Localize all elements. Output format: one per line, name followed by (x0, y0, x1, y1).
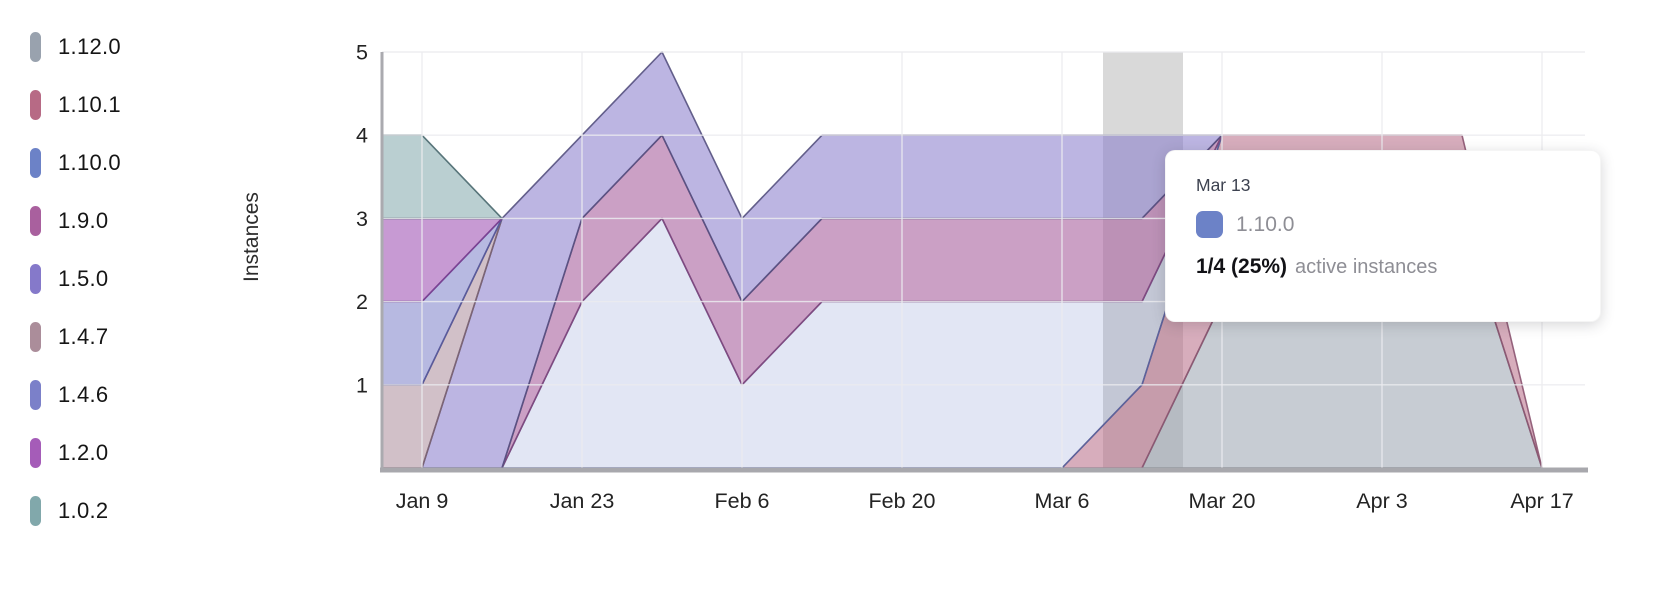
x-tick-label: Apr 3 (1356, 489, 1407, 513)
legend-swatch-icon (30, 206, 41, 236)
legend-item-label: 1.10.0 (58, 150, 121, 175)
x-tick-label: Feb 6 (715, 489, 770, 513)
x-tick-label: Apr 17 (1510, 489, 1573, 513)
legend-item-1.9.0[interactable]: 1.9.0 (30, 192, 121, 250)
legend-swatch-icon (30, 90, 41, 120)
y-tick-label: 4 (356, 124, 368, 148)
legend-item-1.10.0[interactable]: 1.10.0 (30, 134, 121, 192)
series-swatch-icon (1196, 211, 1223, 238)
legend-swatch-icon (30, 380, 41, 410)
legend-item-label: 1.12.0 (58, 34, 121, 59)
legend: 1.12.0 1.10.1 1.10.0 1.9.0 1.5.0 1.4.7 1.4.6 1.… (30, 18, 121, 540)
tooltip-series-row: 1.10.0 (1196, 211, 1570, 238)
legend-item-1.4.6[interactable]: 1.4.6 (30, 366, 121, 424)
legend-item-label: 1.4.7 (58, 324, 109, 349)
tooltip-date: Mar 13 (1196, 175, 1251, 195)
y-tick-label: 3 (356, 207, 368, 231)
x-tick-label: Jan 9 (396, 489, 449, 513)
legend-item-1.5.0[interactable]: 1.5.0 (30, 250, 121, 308)
tooltip: Mar 13 1.10.0 1/4 (25%) active instances (1165, 150, 1601, 322)
y-tick-label: 1 (356, 373, 368, 397)
legend-item-1.4.7[interactable]: 1.4.7 (30, 308, 121, 366)
legend-item-1.10.1[interactable]: 1.10.1 (30, 76, 121, 134)
tooltip-caption: active instances (1295, 256, 1438, 278)
legend-swatch-icon (30, 264, 41, 294)
legend-swatch-icon (30, 32, 41, 62)
legend-item-label: 1.2.0 (58, 440, 109, 465)
x-tick-label: Mar 6 (1035, 489, 1090, 513)
legend-item-label: 1.9.0 (58, 208, 109, 233)
x-tick-label: Feb 20 (869, 489, 936, 513)
legend-item-1.12.0[interactable]: 1.12.0 (30, 18, 121, 76)
tooltip-stats: 1/4 (25%) active instances (1196, 255, 1570, 279)
area-1.0.2[interactable] (381, 134, 503, 220)
legend-item-label: 1.5.0 (58, 266, 109, 291)
x-tick-label: Jan 23 (550, 489, 615, 513)
legend-swatch-icon (30, 438, 41, 468)
tooltip-value: 1/4 (25%) (1196, 255, 1288, 278)
legend-item-1.2.0[interactable]: 1.2.0 (30, 424, 121, 482)
y-tick-label: 5 (356, 41, 368, 65)
legend-swatch-icon (30, 148, 41, 178)
y-tick-label: 2 (356, 290, 368, 314)
tooltip-series-label: 1.10.0 (1236, 212, 1295, 236)
legend-item-label: 1.0.2 (58, 498, 109, 523)
x-tick-label: Mar 20 (1189, 489, 1256, 513)
legend-item-label: 1.10.1 (58, 92, 121, 117)
legend-item-1.0.2[interactable]: 1.0.2 (30, 482, 121, 540)
legend-swatch-icon (30, 322, 41, 352)
legend-item-label: 1.4.6 (58, 382, 109, 407)
legend-swatch-icon (30, 496, 41, 526)
